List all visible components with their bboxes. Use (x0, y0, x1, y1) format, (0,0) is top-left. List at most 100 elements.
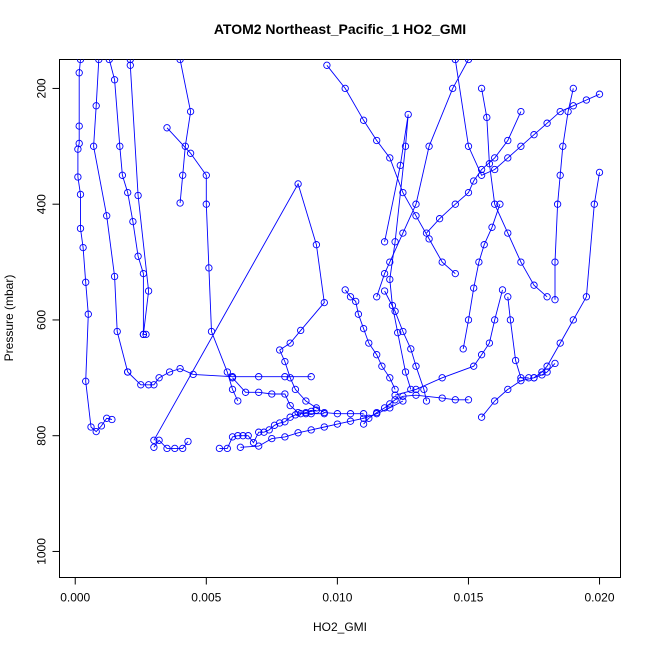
data-point (407, 345, 415, 353)
data-point (163, 124, 171, 132)
series-line (394, 289, 503, 396)
data-point (530, 131, 538, 139)
data-point (399, 327, 407, 336)
data-point (378, 362, 386, 370)
x-tick-label: 0.010 (322, 591, 352, 605)
data-point (144, 381, 153, 389)
data-point (97, 422, 106, 430)
data-point (564, 107, 572, 116)
data-point (438, 374, 446, 382)
data-point (139, 330, 148, 339)
data-point (116, 142, 124, 150)
data-point (302, 397, 310, 405)
series-line (533, 172, 600, 379)
x-tick-label: 0.005 (191, 591, 221, 605)
data-point (281, 373, 289, 381)
data-point (491, 154, 499, 162)
series-line (384, 290, 427, 402)
data-point (391, 396, 399, 404)
series-13 (341, 286, 399, 394)
data-point (504, 293, 512, 301)
data-point (359, 414, 368, 422)
data-point (286, 374, 294, 382)
data-point (373, 293, 381, 301)
data-point (477, 165, 486, 174)
series-line (108, 59, 144, 335)
data-point (76, 190, 85, 199)
data-point (95, 59, 103, 64)
y-tick-label: 800 (35, 425, 49, 445)
data-point (150, 436, 158, 444)
data-point (265, 426, 273, 434)
data-point (506, 316, 515, 324)
series-16 (373, 59, 473, 301)
data-point (380, 269, 389, 278)
data-point (171, 444, 179, 453)
data-point (388, 301, 397, 310)
y-axis: 200 400 600 800 1000 (35, 78, 60, 565)
data-point (82, 377, 90, 385)
y-axis-label: Pressure (mbar) (2, 275, 16, 362)
data-point (103, 414, 111, 422)
data-point (438, 258, 446, 266)
data-point (87, 423, 95, 431)
data-point (491, 165, 499, 174)
data-point (391, 391, 399, 399)
data-point (163, 444, 171, 453)
data-point (559, 142, 567, 150)
data-point (425, 142, 433, 150)
data-point (234, 397, 242, 405)
data-point (380, 404, 389, 412)
data-point (488, 223, 496, 231)
data-point (281, 390, 289, 398)
data-point (103, 212, 111, 220)
data-point (307, 373, 315, 381)
data-point (485, 160, 494, 168)
data-point (134, 191, 142, 200)
series-18 (359, 391, 473, 428)
data-point (464, 316, 473, 324)
data-point (422, 229, 431, 237)
data-point (399, 229, 407, 237)
data-point (307, 426, 315, 434)
data-point (491, 397, 499, 405)
data-point (407, 385, 415, 394)
data-point (297, 326, 305, 335)
data-point (517, 142, 525, 150)
series-12 (236, 397, 407, 451)
data-point (477, 84, 486, 93)
data-point (451, 200, 459, 208)
series-5 (124, 364, 315, 389)
data-point (525, 374, 533, 382)
data-point (110, 272, 119, 281)
data-point (396, 161, 404, 170)
data-point (438, 394, 446, 402)
data-point (464, 188, 473, 197)
data-point (134, 252, 142, 260)
data-point (365, 339, 373, 347)
data-point (346, 417, 355, 425)
series-11 (228, 374, 328, 418)
data-point (569, 316, 577, 324)
data-point (485, 339, 494, 347)
series-23 (451, 59, 604, 179)
data-point (477, 413, 486, 421)
chart-title: ATOM2 Northeast_Pacific_1 HO2_GMI (214, 21, 466, 37)
data-point (386, 275, 394, 284)
data-point (517, 258, 525, 266)
data-point (399, 397, 407, 405)
data-point (373, 408, 381, 417)
series-line (232, 377, 325, 415)
series-line (481, 88, 548, 298)
data-point (496, 200, 504, 208)
data-point (359, 116, 368, 124)
data-point (249, 438, 258, 447)
data-point (223, 444, 231, 453)
series-line (426, 111, 522, 234)
series-line (363, 394, 469, 425)
data-point (239, 432, 247, 440)
series-20 (504, 293, 533, 382)
x-tick-label: 0.020 (585, 591, 615, 605)
series-line (93, 59, 129, 373)
series-line (166, 127, 239, 402)
